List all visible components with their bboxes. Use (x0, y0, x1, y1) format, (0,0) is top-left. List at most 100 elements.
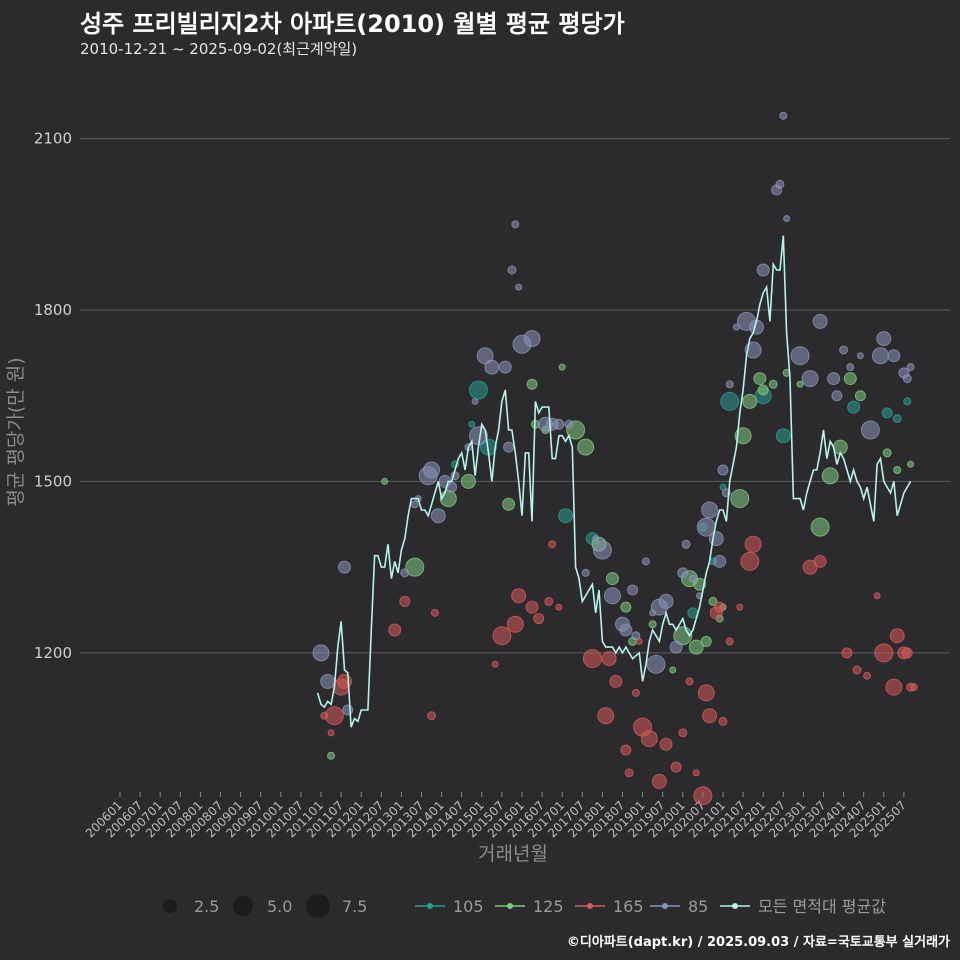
point-85 (430, 508, 446, 524)
point-165 (885, 678, 903, 696)
point-85 (876, 331, 892, 347)
point-85 (846, 363, 855, 372)
point-85 (756, 263, 770, 277)
point-125 (648, 620, 657, 629)
point-85 (801, 370, 819, 388)
point-125 (688, 639, 704, 655)
point-165 (670, 761, 682, 773)
point-125 (669, 666, 677, 674)
point-85 (669, 640, 683, 654)
point-85 (812, 313, 828, 329)
point-125 (381, 477, 389, 485)
point-165 (685, 677, 694, 686)
point-105 (558, 508, 574, 524)
point-85 (790, 346, 810, 366)
point-165 (324, 706, 344, 726)
point-105 (847, 400, 861, 414)
point-125 (405, 557, 425, 577)
size-legend-label: 2.5 (194, 897, 219, 916)
point-165 (327, 729, 335, 737)
point-165 (399, 595, 411, 607)
point-165 (841, 647, 853, 659)
point-165 (597, 707, 615, 725)
point-165 (714, 601, 726, 613)
point-85 (320, 673, 336, 689)
size-legend-circle (306, 894, 330, 918)
point-85 (887, 349, 901, 363)
legend-label-average: 모든 면적대 평균값 (758, 897, 886, 916)
point-85 (677, 567, 689, 579)
point-125 (882, 448, 892, 458)
chart-title: 성주 프리빌리지2차 아파트(2010) 월별 평균 평당가 (80, 10, 625, 38)
point-85 (831, 390, 843, 402)
point-165 (620, 744, 632, 756)
point-165 (525, 600, 539, 614)
legend-swatch-point (587, 903, 593, 909)
point-85 (619, 623, 633, 637)
point-85 (553, 418, 565, 430)
point-85 (717, 464, 729, 476)
point-165 (651, 773, 667, 789)
point-125 (893, 466, 902, 474)
y-tick-label: 1500 (34, 472, 72, 490)
point-85 (342, 704, 354, 716)
point-125 (757, 384, 769, 396)
point-125 (693, 577, 707, 591)
legend-label-165: 165 (613, 897, 644, 916)
point-125 (700, 635, 712, 647)
point-165 (506, 615, 524, 633)
point-125 (327, 751, 336, 760)
point-85 (507, 265, 517, 275)
point-165 (430, 608, 439, 617)
point-85 (511, 220, 520, 229)
point-125 (734, 427, 752, 445)
average-line (316, 235, 912, 728)
point-125 (526, 378, 538, 390)
legend-swatch-point (507, 903, 513, 909)
point-165 (631, 688, 640, 697)
point-105 (881, 407, 893, 419)
point-85 (713, 554, 727, 568)
point-165 (889, 628, 905, 644)
point-125 (502, 497, 516, 511)
legend-swatch-point (427, 903, 433, 909)
point-105 (775, 428, 791, 444)
point-125 (742, 393, 758, 409)
point-85 (681, 539, 691, 549)
point-165 (533, 613, 545, 625)
point-165 (511, 588, 527, 604)
point-165 (555, 603, 563, 611)
point-125 (907, 460, 915, 468)
point-165 (624, 768, 634, 778)
point-105 (720, 391, 740, 411)
legend: 2.5 5.0 7.5 105 125 165 85 모든 면적대 평균값 (163, 894, 886, 918)
point-85 (641, 557, 650, 566)
point-85 (906, 363, 915, 372)
legend-label-105: 105 (453, 897, 484, 916)
point-85 (312, 644, 330, 662)
y-tick-label: 1800 (34, 301, 72, 319)
point-165 (544, 596, 554, 606)
point-125 (796, 380, 804, 388)
point-125 (854, 390, 866, 402)
point-165 (693, 786, 713, 806)
point-85 (592, 540, 612, 560)
average-series-line (316, 235, 912, 728)
legend-swatch-point (732, 903, 738, 909)
point-85 (658, 593, 674, 609)
point-85 (484, 359, 500, 375)
point-125 (620, 601, 632, 613)
point-125 (768, 379, 778, 389)
point-85 (856, 352, 864, 360)
point-165 (874, 643, 894, 663)
point-165 (692, 769, 700, 777)
point-125 (558, 363, 566, 371)
point-85 (423, 461, 441, 479)
point-125 (753, 372, 767, 386)
point-125 (460, 473, 476, 489)
point-125 (605, 572, 619, 586)
legend-label-125: 125 (533, 897, 564, 916)
point-165 (725, 637, 734, 646)
